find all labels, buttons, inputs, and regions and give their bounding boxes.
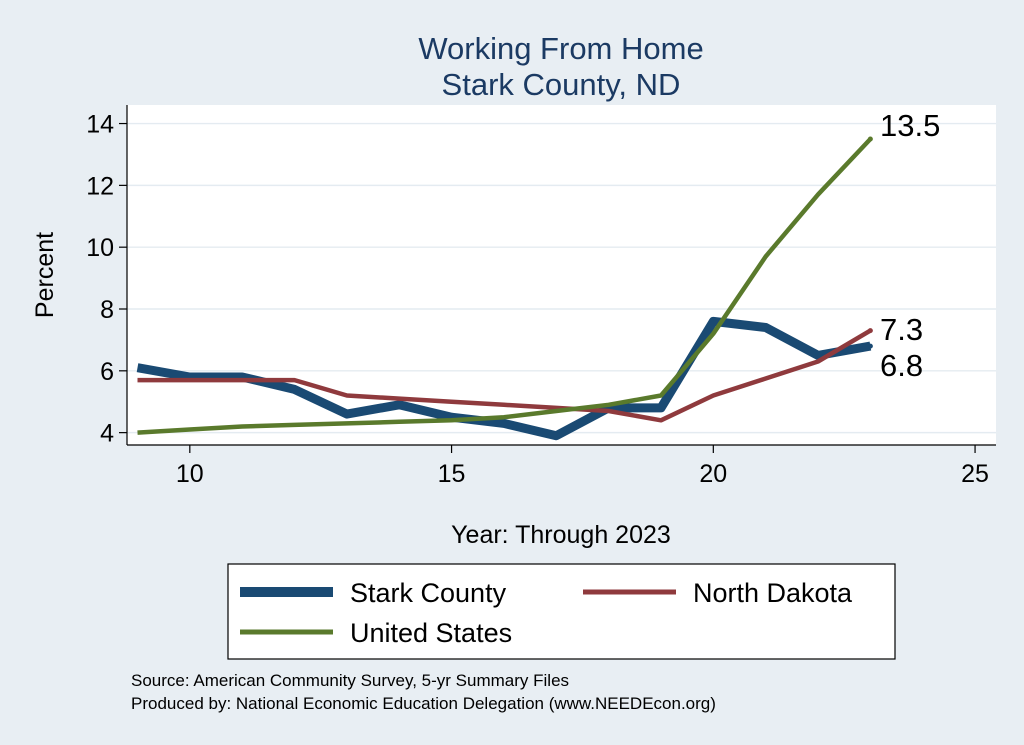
series-line-north-dakota — [137, 328, 872, 423]
x-ticks: 10 15 20 25 — [176, 445, 989, 488]
end-marker-north-dakota — [867, 328, 873, 334]
legend-label-united-states: United States — [350, 618, 512, 648]
end-markers — [867, 136, 873, 349]
legend: Stark County North Dakota United States — [227, 563, 896, 660]
end-label-north-dakota: 7.3 — [880, 312, 923, 347]
end-label-stark-county: 6.8 — [880, 348, 923, 383]
y-tick-label: 14 — [86, 111, 114, 139]
x-tick-label: 15 — [438, 460, 466, 488]
series-line-united-states — [137, 137, 873, 435]
y-tick-label: 4 — [100, 420, 114, 448]
x-tick-label: 10 — [176, 460, 204, 488]
series-lines — [136, 137, 873, 441]
producer-note: Produced by: National Economic Education… — [131, 694, 716, 713]
chart-title-line-2: Stark County, ND — [442, 67, 681, 102]
grid — [127, 122, 996, 434]
end-marker-united-states — [867, 136, 873, 142]
x-axis-title: Year: Through 2023 — [451, 521, 671, 549]
legend-box — [227, 563, 896, 660]
y-ticks: 4 6 8 10 12 14 — [86, 111, 127, 448]
end-label-united-states: 13.5 — [880, 108, 940, 143]
y-tick-label: 10 — [86, 234, 114, 262]
y-axis-title: Percent — [31, 232, 59, 318]
axes — [126, 105, 996, 446]
x-tick-label: 25 — [961, 460, 989, 488]
chart-title-line-1: Working From Home — [418, 31, 703, 66]
x-tick-label: 20 — [699, 460, 727, 488]
plot-area — [127, 105, 996, 445]
legend-label-north-dakota: North Dakota — [693, 578, 853, 608]
legend-label-stark-county: Stark County — [350, 578, 507, 608]
source-note: Source: American Community Survey, 5-yr … — [131, 671, 569, 690]
end-marker-stark-county — [867, 343, 873, 349]
y-tick-label: 12 — [86, 172, 114, 200]
y-tick-label: 8 — [100, 296, 114, 324]
y-tick-label: 6 — [100, 358, 114, 386]
